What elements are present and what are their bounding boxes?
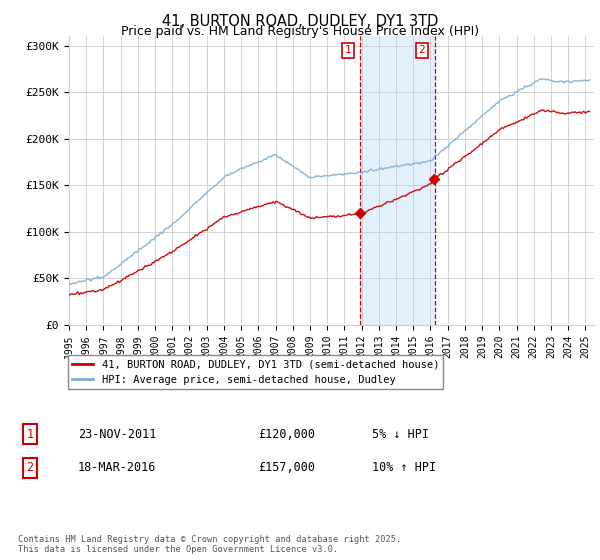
Legend: 41, BURTON ROAD, DUDLEY, DY1 3TD (semi-detached house), HPI: Average price, semi: 41, BURTON ROAD, DUDLEY, DY1 3TD (semi-d…	[68, 355, 443, 389]
Text: Price paid vs. HM Land Registry's House Price Index (HPI): Price paid vs. HM Land Registry's House …	[121, 25, 479, 38]
Text: £157,000: £157,000	[258, 461, 315, 474]
Text: 2: 2	[26, 461, 34, 474]
Text: Contains HM Land Registry data © Crown copyright and database right 2025.
This d: Contains HM Land Registry data © Crown c…	[18, 535, 401, 554]
Text: 10% ↑ HPI: 10% ↑ HPI	[372, 461, 436, 474]
Bar	[360, 36, 435, 325]
Text: 1: 1	[26, 427, 34, 441]
Text: 18-MAR-2016: 18-MAR-2016	[78, 461, 157, 474]
Text: 23-NOV-2011: 23-NOV-2011	[78, 427, 157, 441]
Text: 41, BURTON ROAD, DUDLEY, DY1 3TD: 41, BURTON ROAD, DUDLEY, DY1 3TD	[162, 14, 438, 29]
Text: 5% ↓ HPI: 5% ↓ HPI	[372, 427, 429, 441]
Text: 2: 2	[418, 45, 425, 55]
Text: 1: 1	[344, 45, 351, 55]
Text: £120,000: £120,000	[258, 427, 315, 441]
